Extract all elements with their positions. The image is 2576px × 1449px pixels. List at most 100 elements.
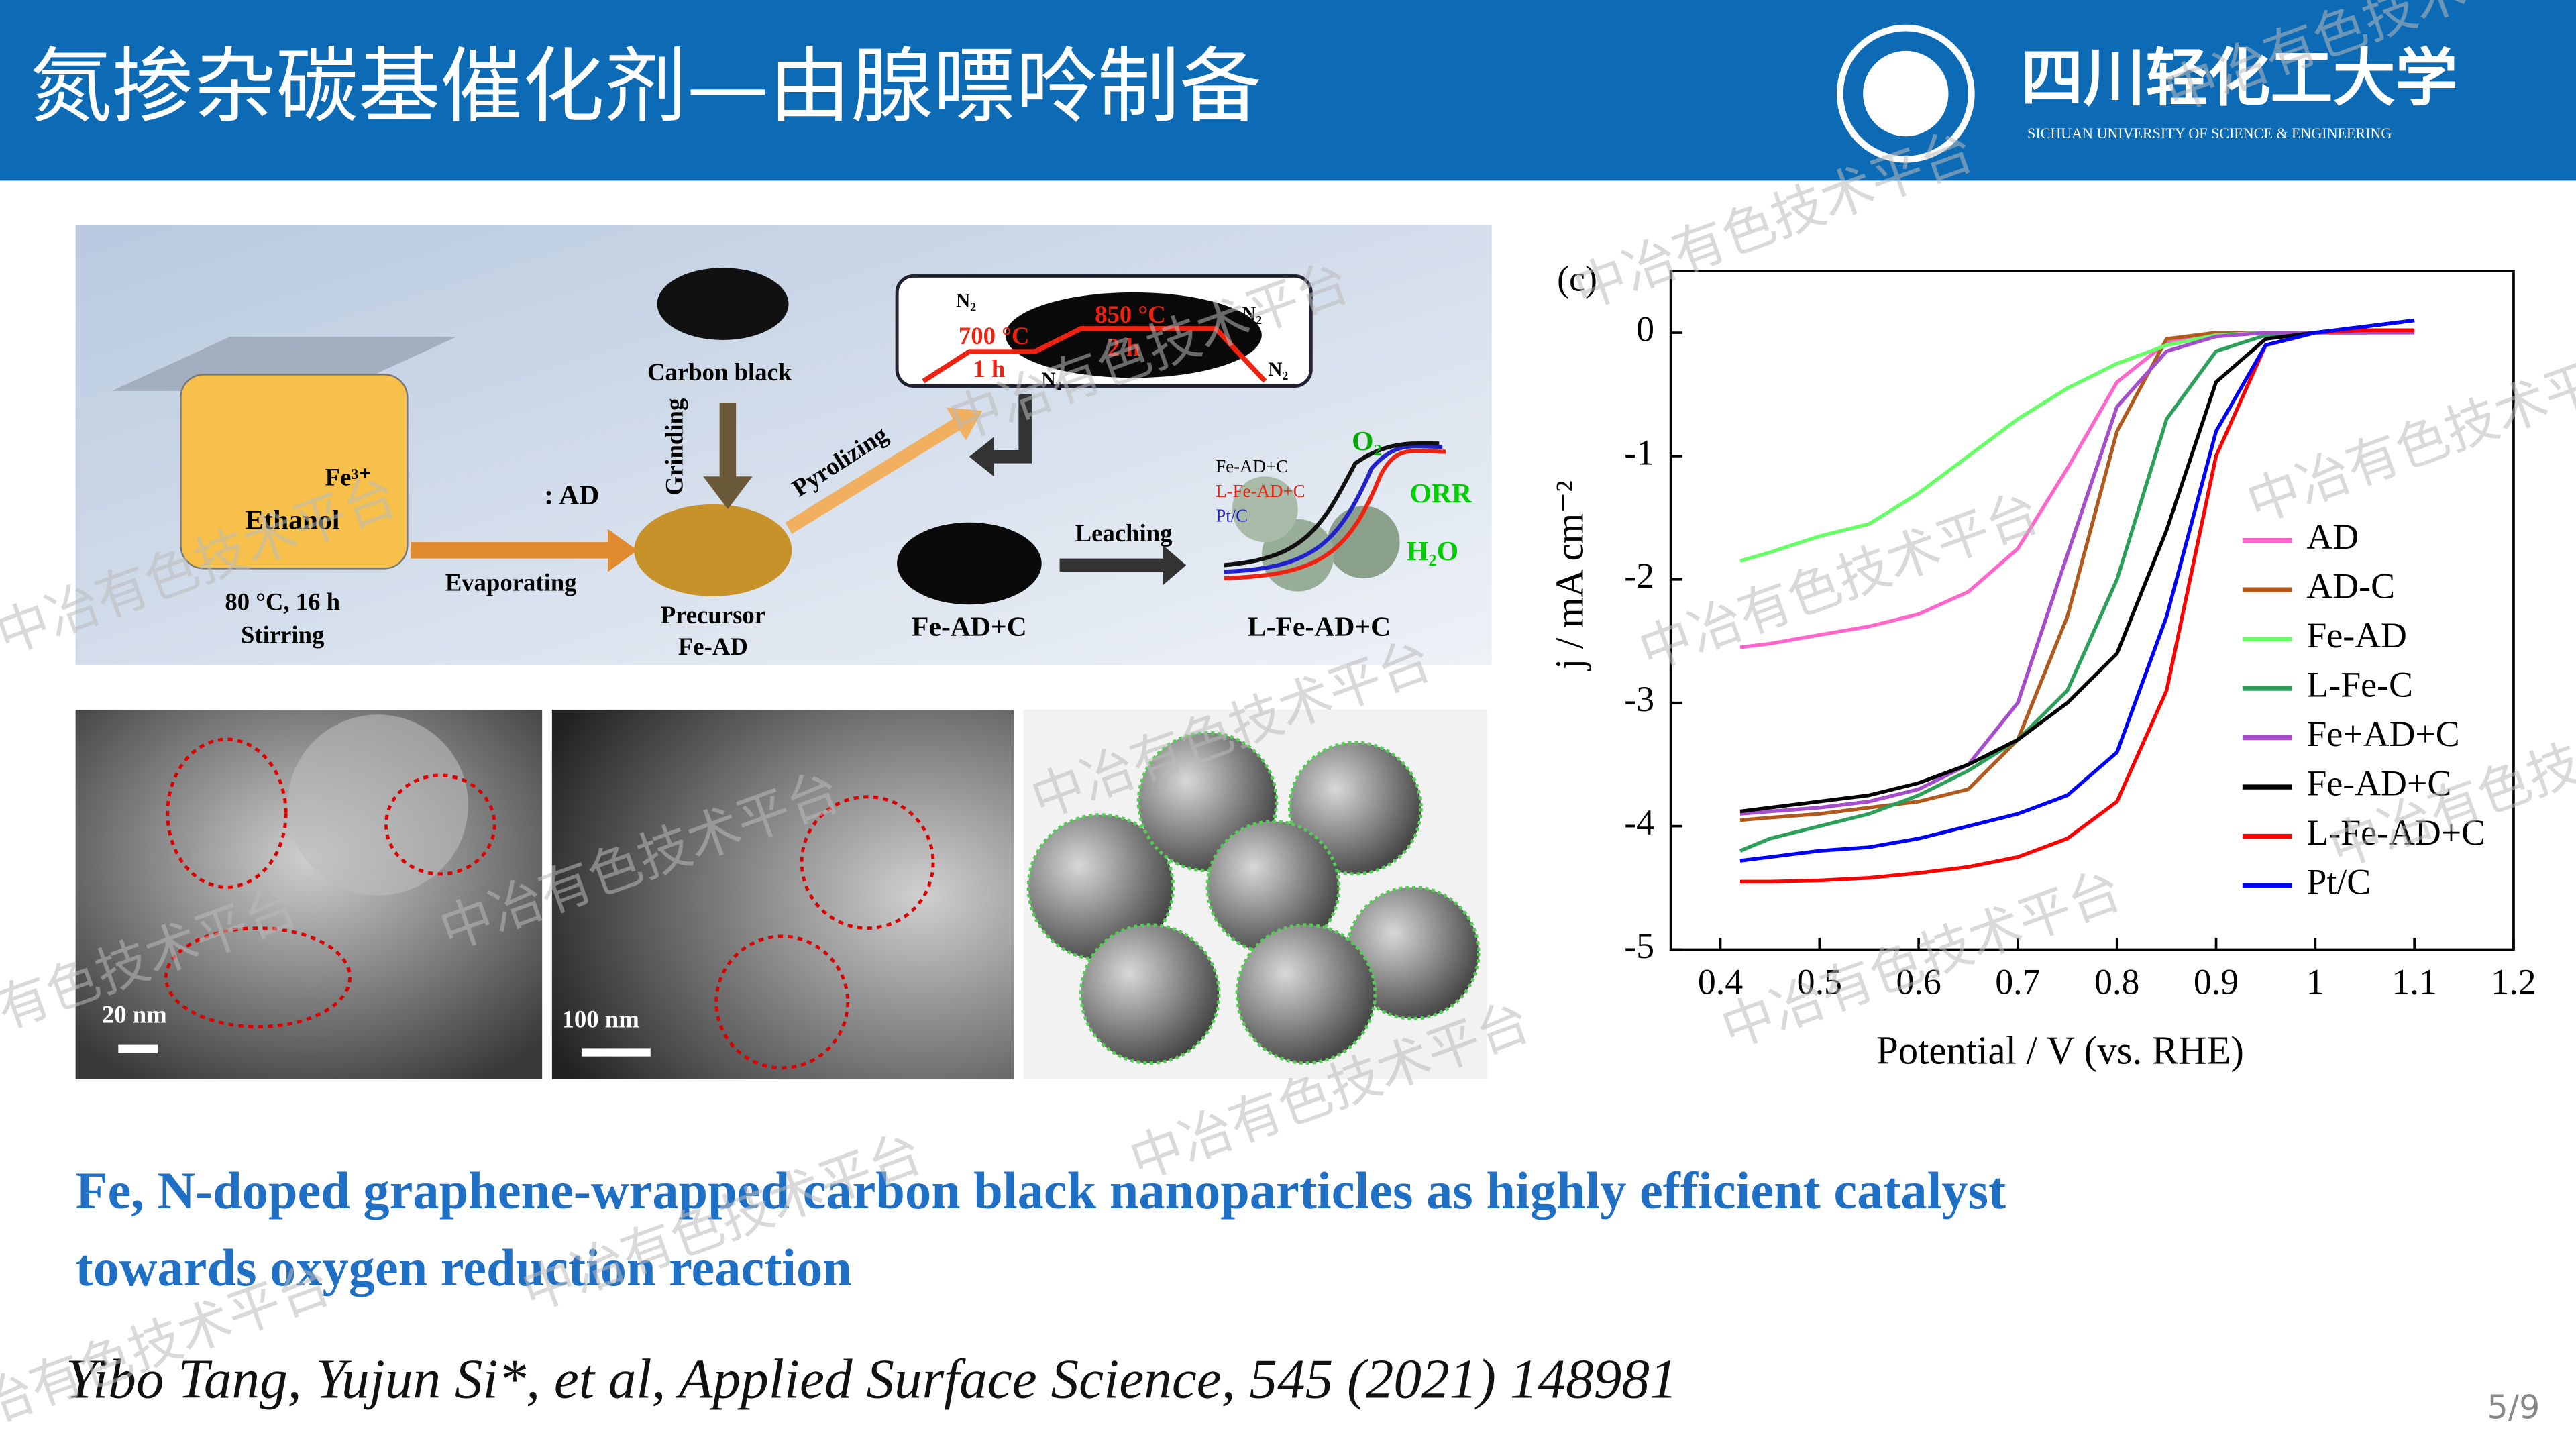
slide-title: 氮掺杂碳基催化剂—由腺嘌呤制备 (30, 38, 1262, 134)
legend-label: AD (2306, 517, 2359, 557)
page-number: 5/9 (2487, 1389, 2540, 1427)
university-name-en: SICHUAN UNIVERSITY OF SCIENCE & ENGINEER… (2027, 125, 2392, 142)
ball (1327, 506, 1400, 579)
x-tick-label: 0.4 (1698, 962, 1743, 1002)
label: H₂O (1407, 536, 1458, 567)
x-tick-label: 0.6 (1896, 962, 1941, 1002)
label: Carbon black (647, 358, 792, 386)
particle (287, 714, 468, 896)
mini-curve (1224, 441, 1440, 568)
paper-title: Fe, N-doped graphene-wrapped carbon blac… (76, 1161, 2006, 1220)
x-axis-label: Potential / V (vs. RHE) (1876, 1029, 2244, 1073)
arrow (411, 529, 638, 572)
y-axis-label: j / mA cm⁻² (1548, 480, 1592, 671)
scale-label: 100 nm (562, 1006, 639, 1033)
panel-label: (c) (1557, 259, 1597, 299)
label: Fe-AD+C (1216, 456, 1288, 476)
product (897, 522, 1042, 605)
label: N₂ (956, 290, 976, 311)
label: L-Fe-AD+C (1216, 481, 1305, 501)
label: Stirring (241, 621, 324, 649)
legend-label: AD-C (2306, 566, 2395, 606)
beaker (180, 374, 409, 570)
tem-image (551, 709, 1014, 1079)
y-tick-label: 0 (1636, 309, 1654, 349)
label: Precursor (661, 601, 765, 629)
logo (1863, 50, 1949, 137)
label: 2 h (1108, 333, 1140, 361)
y-tick-label: -3 (1624, 679, 1654, 719)
label: Fe-AD (678, 633, 748, 660)
highlight (714, 934, 850, 1070)
series-line (1739, 318, 2415, 863)
label: Fe-AD+C (912, 612, 1027, 643)
highlight (166, 737, 288, 889)
mini-curve (1224, 449, 1446, 581)
label: : AD (544, 480, 599, 511)
carbon-black (657, 268, 789, 340)
scale-label: 20 nm (102, 1000, 167, 1028)
label: 80 °C, 16 h (225, 588, 340, 616)
temperature-profile (922, 326, 1267, 384)
y-tick-label: -4 (1624, 802, 1654, 843)
watermark: 中冶有色技术平台 (1631, 482, 2047, 683)
watermark: 中冶有色技术平台 (2239, 333, 2576, 535)
arrow (703, 402, 753, 510)
label: 850 °C (1095, 301, 1165, 328)
micrographs: 20 nm 100 nm (75, 709, 1487, 1079)
label: N₂ (1268, 359, 1288, 380)
y-tick-label: -1 (1624, 432, 1654, 472)
arrow (969, 394, 1032, 477)
logo (1836, 24, 1975, 163)
label: Ethanol (245, 504, 339, 535)
plot-frame (1669, 270, 2515, 951)
series-line (1739, 318, 2415, 814)
legend-label: L-Fe-AD+C (2306, 812, 2485, 853)
label: L-Fe-AD+C (1248, 612, 1391, 643)
x-tick-label: 1.2 (2491, 962, 2536, 1002)
x-tick-label: 0.7 (1995, 962, 2040, 1002)
chart: (c) Potential / V (vs. RHE) j / mA cm⁻² … (1548, 259, 2536, 1073)
series-line (1739, 331, 2415, 816)
label: 700 °C (959, 322, 1029, 350)
label: N₂ (1041, 369, 1061, 390)
legend-label: Fe-AD (2306, 615, 2407, 655)
label: Evaporating (445, 568, 577, 596)
paper-title: towards oxygen reduction reaction (76, 1238, 852, 1297)
arrow (785, 407, 983, 534)
y-tick-label: -5 (1624, 926, 1654, 966)
scale-bar (118, 1044, 158, 1053)
scale-bar (581, 1048, 651, 1057)
university-name: 四川轻化工大学 (2021, 45, 2457, 114)
y-tick-label: -2 (1624, 555, 1654, 596)
mini-curve (1224, 444, 1443, 574)
x-tick-label: 1 (2306, 962, 2324, 1002)
arrow (1059, 545, 1187, 585)
x-tick-label: 0.9 (2194, 962, 2239, 1002)
legend-label: Pt/C (2306, 861, 2371, 902)
ball (1232, 476, 1298, 543)
label: ORR (1410, 478, 1472, 509)
label: Pt/C (1216, 506, 1248, 526)
ellipse (1005, 292, 1262, 378)
header-bar (0, 0, 2576, 181)
model-balls (1026, 731, 1481, 1065)
legend-label: Fe-AD+C (2306, 763, 2451, 803)
x-tick-label: 0.5 (1797, 962, 1842, 1002)
scheme: Ethanol Fe³⁺ 80 °C, 16 h Stirring : AD E… (75, 225, 1492, 665)
label: Leaching (1075, 519, 1173, 547)
legend-label: Fe+AD+C (2306, 714, 2459, 754)
label: O₂ (1352, 426, 1382, 457)
precursor (634, 504, 792, 596)
x-tick-label: 0.8 (2094, 962, 2139, 1002)
highlight (800, 795, 935, 930)
label: N₂ (1242, 303, 1262, 325)
legend-label: L-Fe-C (2306, 664, 2413, 704)
label: Fe³⁺ (325, 464, 372, 491)
label: 1 h (973, 355, 1005, 382)
highlight (164, 926, 352, 1029)
label: Grinding (660, 398, 688, 496)
citation: Yibo Tang, Yujun Si*, et al, Applied Sur… (66, 1349, 1678, 1411)
